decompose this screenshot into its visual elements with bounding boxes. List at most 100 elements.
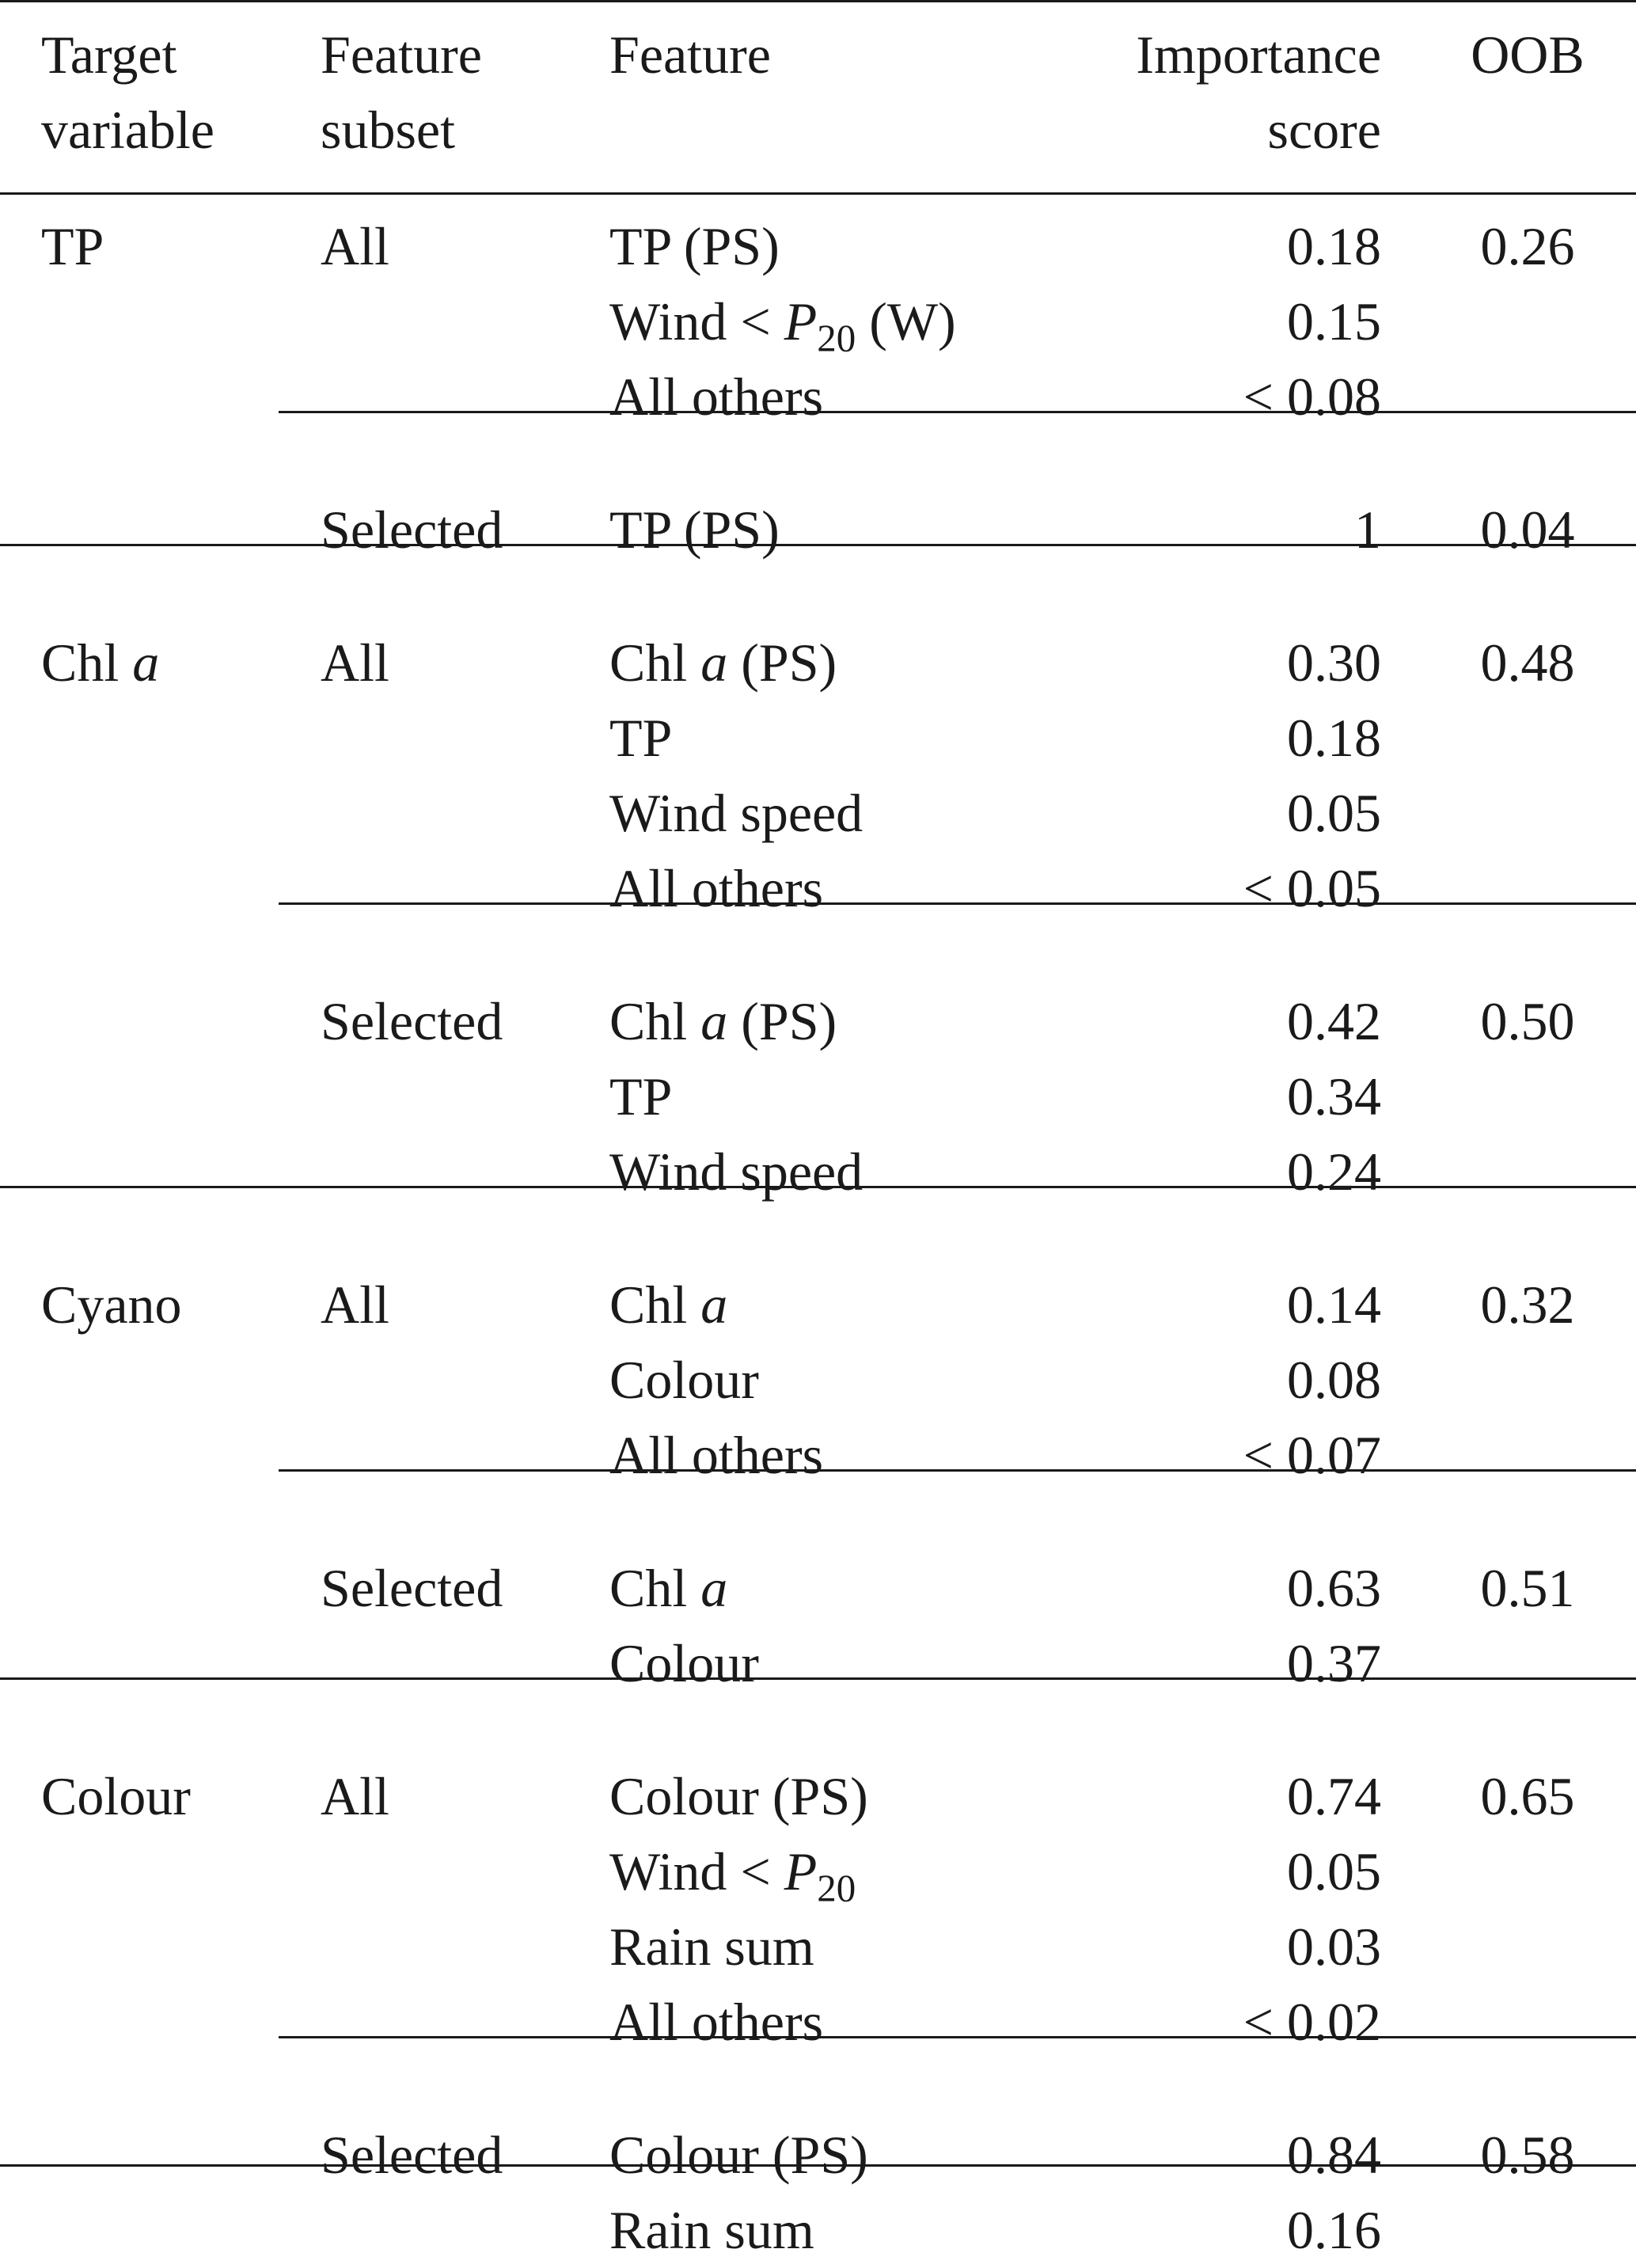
text-fragment: TP [609, 1066, 673, 1126]
text-fragment: 20 [817, 316, 856, 360]
text-fragment: Colour [609, 1633, 759, 1693]
text-fragment: a [700, 1558, 728, 1618]
subset-rule [279, 2036, 1636, 2038]
text-fragment: P [784, 1841, 818, 1901]
feature-name: Colour [609, 1626, 759, 1701]
feature-name: TP (PS) [609, 209, 780, 284]
text-fragment: Rain sum [609, 1917, 814, 1977]
feature-name: Wind speed [609, 776, 863, 851]
text-fragment: TP [609, 708, 673, 768]
text-fragment: Chl [41, 633, 133, 693]
importance-score: 0.05 [1287, 783, 1381, 843]
text-fragment: a [700, 633, 728, 693]
importance-score: 0.08 [1287, 1350, 1381, 1410]
feature-name: TP [609, 1059, 672, 1134]
feature-name: Wind speed [609, 1134, 863, 1210]
text-fragment: Rain sum [609, 2200, 814, 2260]
text-fragment: Cyano [41, 1275, 182, 1335]
feature-subset: Selected [321, 1558, 503, 1618]
target-variable: Chl a [41, 625, 159, 701]
importance-score: 0.74 [1287, 1766, 1381, 1826]
subset-rule [279, 411, 1636, 413]
oob-score: 0.58 [1480, 2125, 1575, 2185]
feature-name: Rain sum [609, 2193, 814, 2268]
header-subset-line1: Feature [321, 25, 482, 85]
feature-subset: All [321, 633, 389, 693]
feature-name: All others [609, 1418, 823, 1493]
text-fragment: a [700, 991, 728, 1051]
oob-score: 0.48 [1480, 633, 1575, 693]
text-fragment: Colour (PS) [609, 2125, 868, 2185]
group-rule [0, 1677, 1636, 1680]
importance-score: 0.16 [1287, 2200, 1381, 2260]
text-fragment: TP [41, 216, 104, 276]
text-fragment: Colour (PS) [609, 1766, 868, 1826]
text-fragment: (PS) [727, 991, 837, 1051]
feature-subset: All [321, 1275, 389, 1335]
importance-score: 0.84 [1287, 2125, 1381, 2185]
feature-subset: Selected [321, 2125, 503, 2185]
importance-score: 0.63 [1287, 1558, 1381, 1618]
importance-score: < 0.08 [1243, 367, 1381, 427]
oob-score: 0.04 [1480, 500, 1575, 560]
feature-name: Chl a [609, 1551, 727, 1626]
importance-score: 0.34 [1287, 1066, 1381, 1126]
feature-name: All others [609, 359, 823, 435]
text-fragment: a [700, 1275, 728, 1335]
importance-score: < 0.07 [1243, 1425, 1381, 1485]
importance-score: 0.03 [1287, 1917, 1381, 1977]
text-fragment: Chl [609, 991, 701, 1051]
feature-name: Colour [609, 1343, 759, 1418]
header-target-line1: Target [41, 25, 177, 85]
text-fragment: (PS) [727, 633, 837, 693]
text-fragment: Colour [609, 1350, 759, 1410]
header-rule [0, 192, 1636, 195]
top-rule [0, 0, 1636, 2]
header-feature: Feature [609, 25, 771, 85]
feature-name: Rain sum [609, 1909, 814, 1985]
header-importance-line1: Importance [1136, 25, 1381, 85]
text-fragment: Wind < [609, 291, 784, 351]
importance-score: 0.15 [1287, 291, 1381, 351]
text-fragment: All others [609, 1425, 824, 1485]
header-importance-line2: score [1267, 100, 1381, 160]
text-fragment: Wind speed [609, 783, 864, 843]
oob-score: 0.26 [1480, 216, 1575, 276]
text-fragment: TP (PS) [609, 500, 780, 560]
importance-score: 0.18 [1287, 708, 1381, 768]
group-rule [0, 1186, 1636, 1188]
text-fragment: Chl [609, 1275, 701, 1335]
text-fragment: All others [609, 858, 824, 918]
header-subset-line2: subset [321, 100, 455, 160]
text-fragment: All others [609, 1992, 824, 2052]
text-fragment: Wind speed [609, 1142, 864, 1202]
text-fragment: Chl [609, 1558, 701, 1618]
feature-name: Colour (PS) [609, 2118, 868, 2193]
group-rule [0, 544, 1636, 546]
feature-subset: Selected [321, 500, 503, 560]
importance-score: 0.42 [1287, 991, 1381, 1051]
importance-score: 1 [1354, 500, 1381, 560]
text-fragment: Colour [41, 1766, 191, 1826]
oob-score: 0.65 [1480, 1766, 1575, 1826]
importance-score: < 0.02 [1243, 1992, 1381, 2052]
text-fragment: Wind < [609, 1841, 784, 1901]
importance-score: 0.18 [1287, 216, 1381, 276]
subset-rule [279, 902, 1636, 905]
feature-name: All others [609, 851, 823, 926]
oob-score: 0.51 [1480, 1558, 1575, 1618]
text-fragment: Chl [609, 633, 701, 693]
text-fragment: a [132, 633, 160, 693]
text-fragment: 20 [817, 1866, 856, 1910]
importance-score: 0.24 [1287, 1142, 1381, 1202]
feature-name: Colour (PS) [609, 1759, 868, 1834]
importance-score: 0.05 [1287, 1841, 1381, 1901]
feature-name: Wind < P20 (W) [609, 284, 956, 359]
subset-rule [279, 1469, 1636, 1472]
feature-name: Wind < P20 [609, 1834, 856, 1909]
feature-name: TP (PS) [609, 492, 780, 568]
text-fragment: (W) [856, 291, 956, 351]
header-target-line2: variable [41, 100, 214, 160]
target-variable: Colour [41, 1759, 191, 1834]
